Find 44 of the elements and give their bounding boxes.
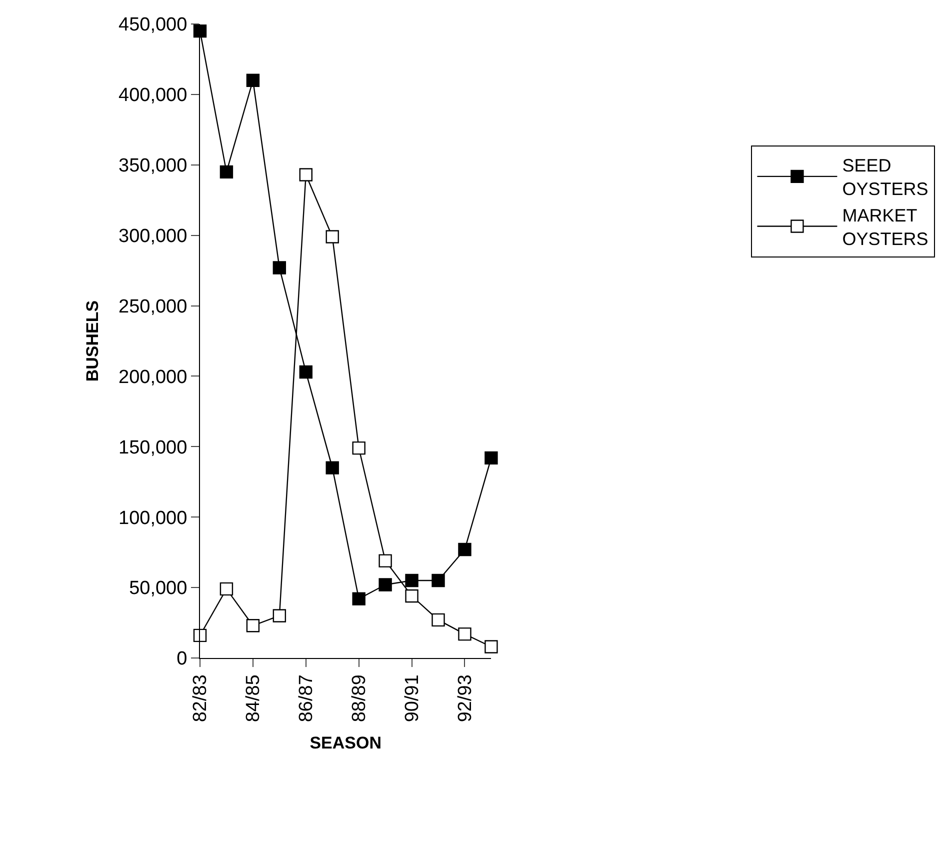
point [246, 74, 260, 87]
point [193, 24, 207, 38]
y-tick-label: 250,000 [118, 296, 188, 318]
x-axis-title: SEASON [310, 734, 382, 753]
point [405, 574, 418, 588]
x-tick-label: 82/83 [190, 674, 212, 722]
point [432, 613, 445, 627]
point [246, 619, 260, 632]
x-tick-label: 86/87 [296, 674, 318, 722]
y-tick-label: 100,000 [118, 508, 188, 529]
point [458, 542, 472, 556]
point [352, 592, 366, 606]
point [378, 578, 392, 592]
legend-label: SEED OYSTERS [842, 156, 928, 200]
y-tick-label: 150,000 [118, 437, 188, 458]
y-tick-label: 0 [176, 648, 188, 670]
point [220, 582, 234, 596]
x-tick-label: 84/85 [243, 674, 264, 722]
point [378, 554, 392, 568]
point [484, 640, 498, 654]
x-tick-label: 92/93 [454, 674, 476, 722]
point [326, 461, 339, 474]
x-tick-label: 88/89 [349, 674, 370, 722]
y-axis-title: BUSHELS [83, 300, 102, 382]
point [405, 589, 418, 603]
point [432, 574, 445, 588]
y-tick-label: 50,000 [129, 578, 188, 600]
y-tick-label: 350,000 [118, 156, 188, 177]
legend-label: MARKET OYSTERS [842, 206, 928, 249]
point [484, 451, 498, 465]
point [458, 627, 472, 641]
x-tick-label: 90/91 [402, 674, 423, 722]
y-tick-label: 400,000 [118, 85, 188, 106]
y-tick-label: 450,000 [118, 14, 188, 36]
point [299, 365, 312, 379]
point [220, 165, 234, 179]
point [352, 441, 366, 455]
point [326, 230, 339, 244]
y-tick-label: 200,000 [118, 366, 188, 388]
point [272, 261, 286, 274]
point [299, 168, 312, 182]
point [193, 628, 207, 642]
point [272, 609, 286, 622]
y-tick-label: 300,000 [118, 226, 188, 247]
